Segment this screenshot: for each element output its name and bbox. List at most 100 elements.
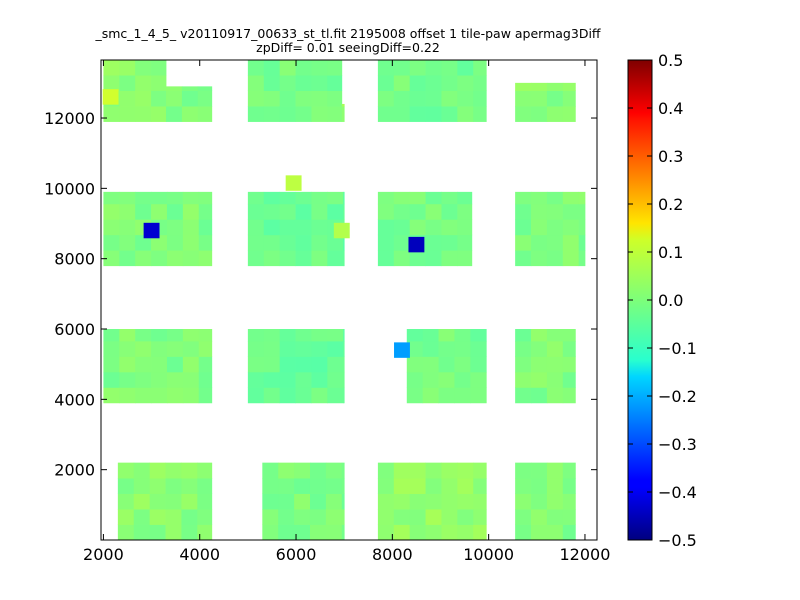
heatmap-cell <box>311 60 328 76</box>
heatmap-cell <box>341 478 345 494</box>
heatmap-cell <box>166 371 184 388</box>
heatmap-cell-highlight <box>102 89 119 105</box>
heatmap-cell <box>247 340 265 357</box>
x-tick-label: 8000 <box>372 545 413 564</box>
heatmap-cell <box>393 75 411 91</box>
y-tick-label: 6000 <box>54 320 95 339</box>
heatmap-cell <box>562 250 580 267</box>
heatmap-cell <box>262 509 279 525</box>
heatmap-cell <box>325 478 343 494</box>
heatmap-cell <box>409 90 426 107</box>
heatmap-cell <box>441 106 458 122</box>
heatmap-cell-highlight <box>143 222 160 239</box>
heatmap-cell <box>198 356 213 373</box>
heatmap-cell <box>327 203 344 220</box>
heatmap-cell <box>263 356 281 373</box>
heatmap-cell <box>562 340 576 357</box>
heatmap-cell <box>279 191 296 205</box>
heatmap-cell <box>425 106 442 122</box>
heatmap-cell <box>425 509 442 525</box>
heatmap-cell <box>295 250 312 267</box>
heatmap-cell <box>263 219 281 236</box>
heatmap-cell <box>309 462 327 479</box>
heatmap-cell <box>263 203 281 220</box>
heatmap-cell <box>441 478 458 494</box>
heatmap-cell <box>531 106 548 122</box>
heatmap-cell <box>247 371 265 388</box>
heatmap-cell <box>546 234 564 251</box>
heatmap-cell <box>546 478 564 494</box>
heatmap-cell <box>546 493 564 510</box>
colorbar-tick-label: 0.5 <box>658 51 683 70</box>
heatmap-cell <box>327 60 343 76</box>
y-tick-label: 4000 <box>54 390 95 409</box>
heatmap-cell <box>135 90 152 107</box>
heatmap-cell <box>247 90 265 107</box>
heatmap-cell <box>425 250 442 267</box>
heatmap-cell <box>377 462 395 479</box>
heatmap-cell <box>197 509 213 525</box>
heatmap-cell <box>247 191 265 205</box>
heatmap-cell <box>279 203 296 220</box>
heatmap-cell <box>578 250 586 267</box>
heatmap-cell <box>166 329 184 342</box>
heatmap-cell <box>151 371 168 388</box>
heatmap-cell <box>247 387 265 404</box>
heatmap-cell <box>341 509 345 525</box>
heatmap-cell <box>151 90 167 107</box>
heatmap-cell <box>457 60 474 76</box>
heatmap-cell <box>119 371 136 388</box>
colorbar-tick-label: 0.2 <box>658 195 683 214</box>
heatmap-cell <box>182 340 200 357</box>
heatmap-cell <box>425 478 442 494</box>
x-tick-label: 4000 <box>179 545 220 564</box>
heatmap-cell <box>151 203 168 220</box>
heatmap-cell <box>377 250 395 267</box>
heatmap-cell <box>278 478 295 494</box>
heatmap-cell <box>562 82 576 91</box>
heatmap-cell <box>247 106 265 122</box>
heatmap-cell <box>279 90 296 107</box>
heatmap-cell <box>197 106 213 122</box>
heatmap-cell <box>515 387 532 404</box>
heatmap-cell <box>166 234 184 251</box>
heatmap-cell <box>262 478 279 494</box>
heatmap-cell <box>279 387 296 404</box>
heatmap-cell <box>515 478 532 494</box>
heatmap-cell <box>151 75 167 91</box>
heatmap-cell <box>343 203 345 220</box>
heatmap-cell <box>341 103 345 107</box>
x-tick-label: 2000 <box>83 545 124 564</box>
heatmap-cell <box>119 203 136 220</box>
heatmap-cell <box>119 340 136 357</box>
heatmap-cell <box>119 191 136 205</box>
heatmap-cell <box>473 90 487 107</box>
heatmap-cell <box>295 356 312 373</box>
heatmap-cell <box>515 356 532 373</box>
heatmap-cell <box>546 191 564 205</box>
heatmap-cell <box>151 329 168 342</box>
heatmap-cell <box>578 191 586 205</box>
heatmap-cell <box>166 86 183 91</box>
heatmap-cell <box>546 90 564 107</box>
heatmap-cell <box>409 106 426 122</box>
heatmap-cell <box>247 250 265 267</box>
colorbar-tick-label: 0.3 <box>658 147 683 166</box>
heatmap-cell <box>393 250 411 267</box>
heatmap-cell <box>393 509 411 525</box>
heatmap-cell <box>133 493 151 510</box>
heatmap-cell <box>441 524 458 540</box>
heatmap-cell <box>165 493 182 510</box>
heatmap-cell <box>409 250 426 267</box>
colorbar-tick-label: 0.1 <box>658 243 683 262</box>
heatmap-cell <box>247 60 265 76</box>
heatmap-cell <box>197 462 213 479</box>
heatmap-cell <box>546 371 564 388</box>
heatmap-cell <box>531 387 548 404</box>
heatmap-cell <box>377 234 395 251</box>
heatmap-cell <box>341 106 345 122</box>
heatmap-cell <box>393 90 411 107</box>
heatmap-cell <box>181 462 198 479</box>
heatmap-cell <box>531 250 548 267</box>
heatmap-cell <box>294 478 311 494</box>
